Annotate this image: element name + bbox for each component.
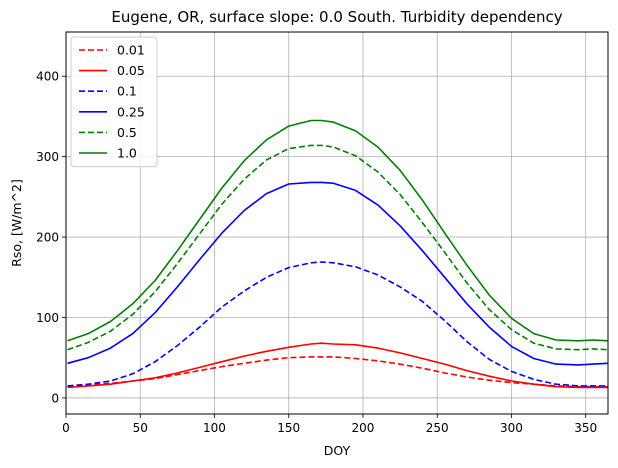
legend-label: 0.25 [117,104,145,119]
legend-label: 0.05 [117,63,145,78]
series-line-0.05 [67,342,608,389]
x-tick-label: 350 [574,421,597,435]
x-axis-label: DOY [324,443,351,458]
series-line-0.1 [67,261,608,387]
y-tick-label: 100 [36,311,59,325]
legend-box [70,36,158,168]
legend-label: 0.1 [117,84,137,99]
series-line-1.0 [67,119,609,342]
axes-frame [65,31,609,415]
x-tick-label: 200 [352,421,375,435]
x-tick-label: 300 [500,421,523,435]
x-tick-label: 0 [62,421,70,435]
legend-label: 0.5 [117,125,137,140]
series-line-0.5 [67,144,609,351]
legend-label: 0.01 [117,43,145,58]
legend: 0.01 0.05 0.1 0.25 0.5 1.0 [70,36,158,168]
series-line-0.25 [67,181,609,366]
chart-title: Eugene, OR, surface slope: 0.0 South. Tu… [111,8,562,26]
y-axis-label: Rso, [W/m^2] [9,179,24,267]
y-tick-label: 300 [36,150,59,164]
y-tick-label: 0 [51,391,59,405]
x-tick-label: 250 [426,421,449,435]
y-tick-label: 200 [36,231,59,245]
plot-area [67,119,609,389]
legend-label: 1.0 [117,146,137,161]
x-tick-label: 100 [203,421,226,435]
series-line-0.01 [67,356,608,388]
y-tick-label: 400 [36,70,59,84]
x-tick-label: 150 [277,421,300,435]
x-tick-label: 50 [133,421,148,435]
axis-ticks: 0 50 100 150 200 250 300 350 0 100 200 300 400 [36,70,597,435]
